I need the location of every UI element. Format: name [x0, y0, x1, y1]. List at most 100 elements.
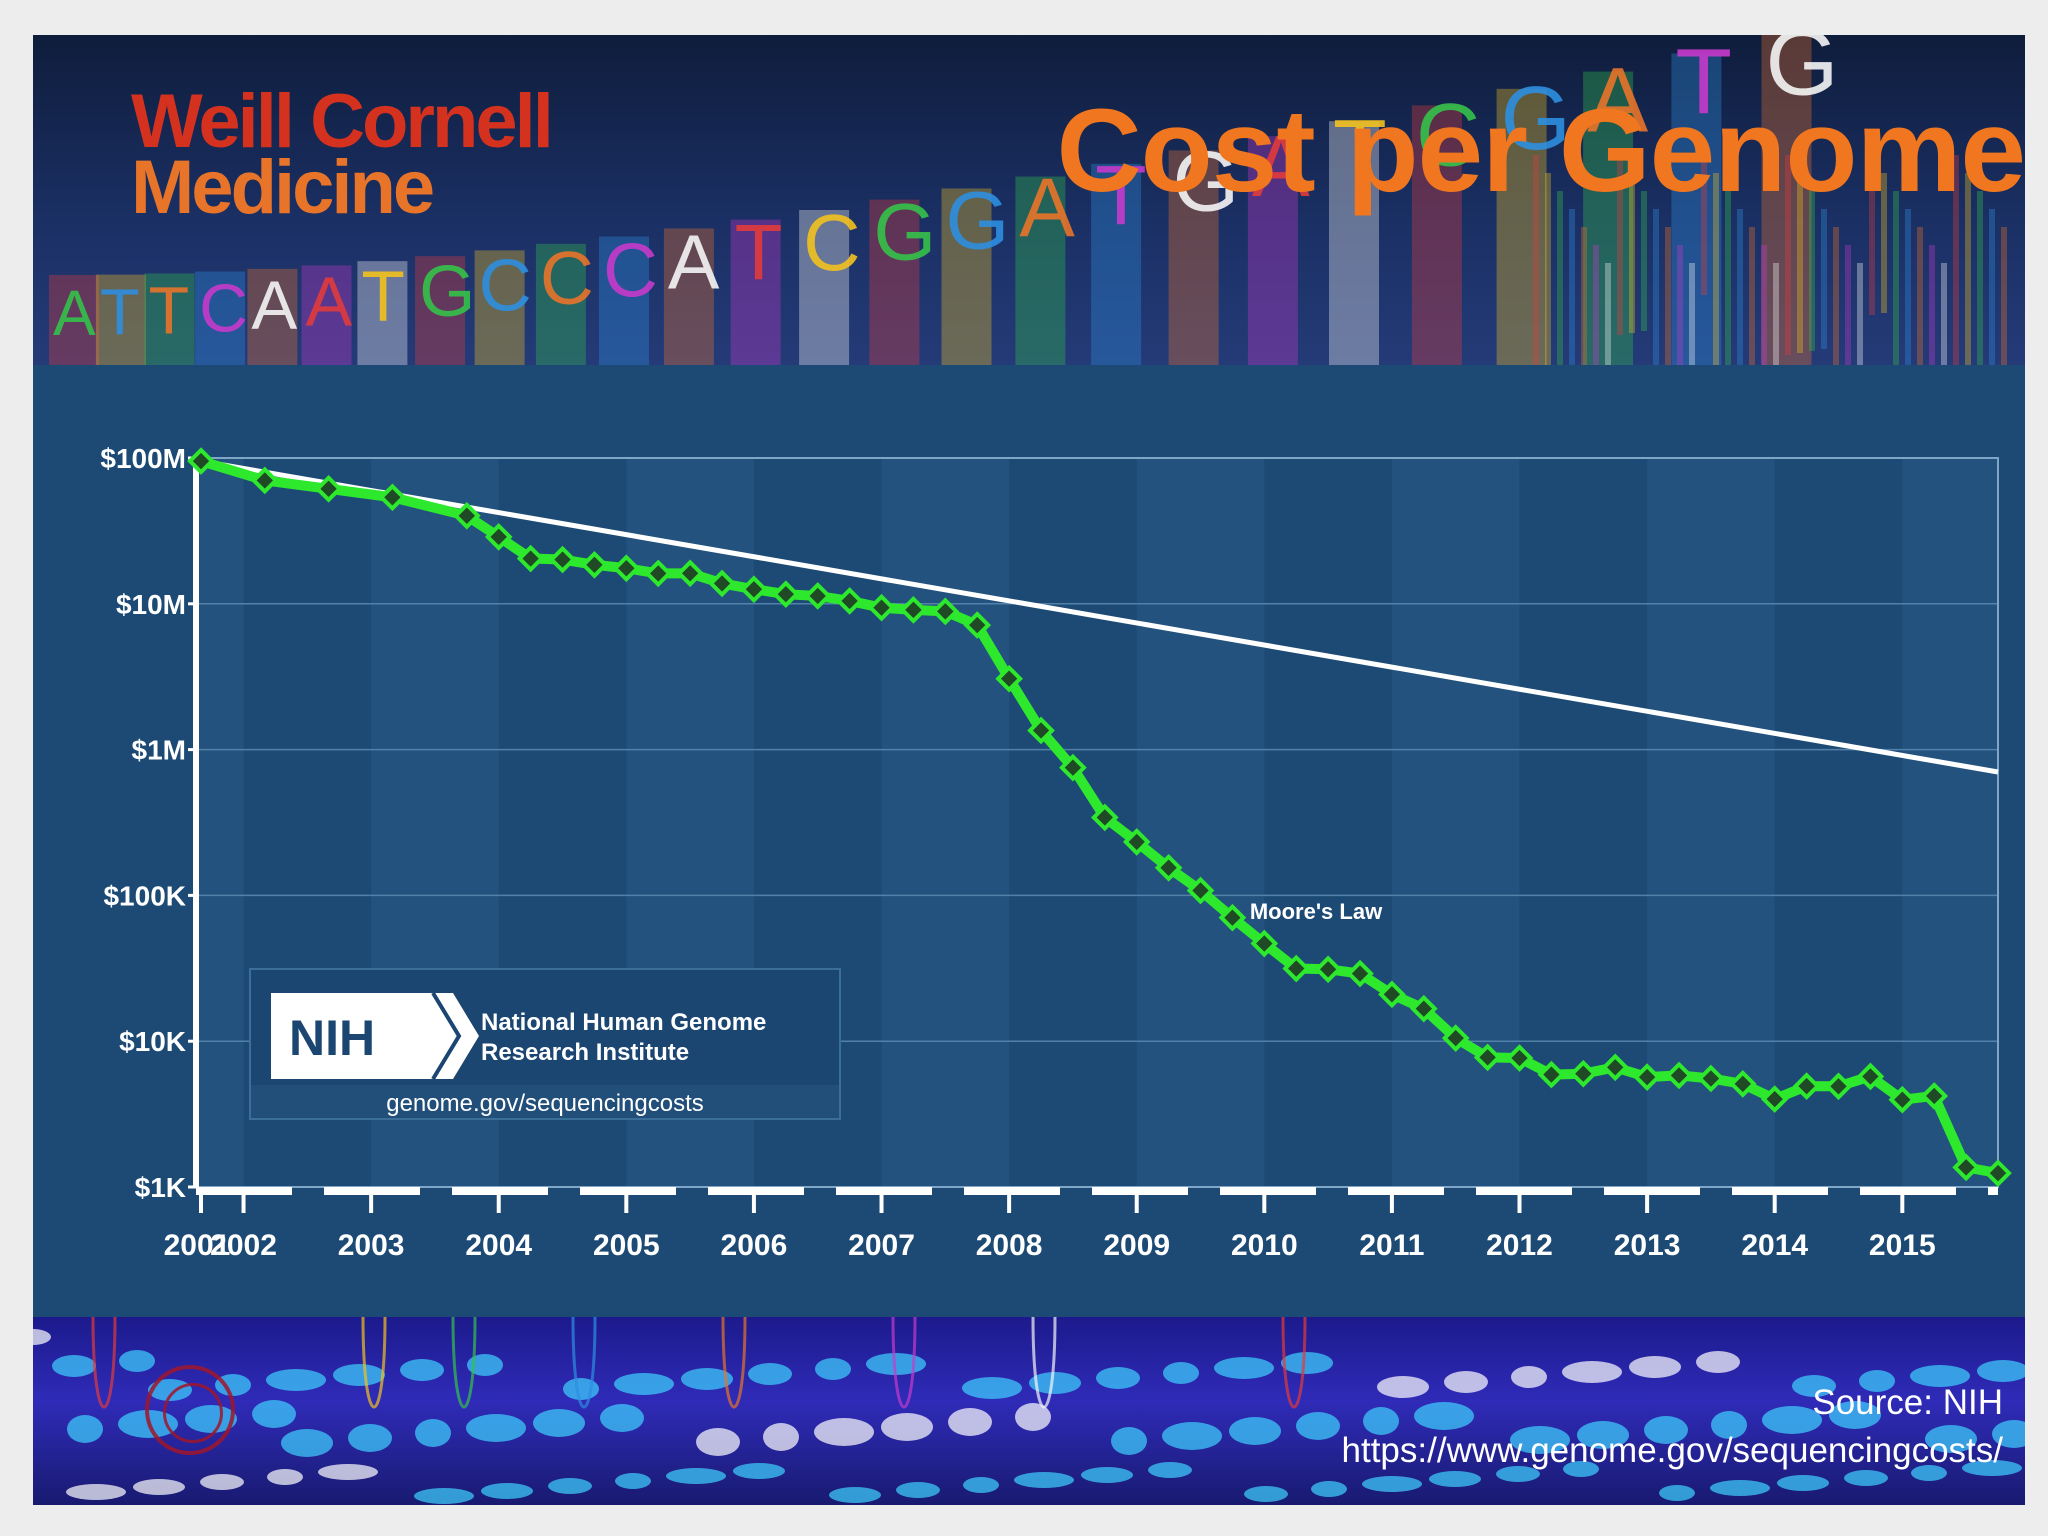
banner-letter: T [100, 276, 140, 349]
fluorescent-dot [1710, 1480, 1770, 1496]
data-point [1154, 853, 1183, 882]
x-tick-label: 2015 [1869, 1229, 1936, 1262]
banner-signal-bar [1977, 191, 1983, 365]
fluorescent-dot [1511, 1366, 1547, 1388]
data-point [1952, 1153, 1980, 1182]
banner-color-bar [941, 188, 992, 365]
fluorescent-dot [1859, 1370, 1895, 1392]
fluorescent-dot [1111, 1427, 1147, 1455]
banner-signal-bar [1821, 209, 1827, 349]
y-tick-label: $100K [103, 880, 186, 911]
data-point [1665, 1061, 1693, 1090]
fluorescent-dot [1910, 1365, 1970, 1387]
source-citation: Source: NIH https://www.genome.gov/seque… [1342, 1379, 2003, 1475]
banner-signal-bar [1929, 245, 1935, 365]
banner-signal-bar [1881, 173, 1887, 313]
data-point [708, 569, 736, 598]
banner-letter: G [1766, 35, 1839, 115]
fluorescent-dot [1229, 1417, 1281, 1445]
banner-signal-bar [1557, 191, 1563, 365]
fluorescent-dot [666, 1468, 726, 1484]
banner-letter: C [479, 243, 532, 326]
x-tick-label: 2005 [593, 1229, 660, 1262]
data-point [1409, 994, 1438, 1023]
banner-signal-bar [1869, 155, 1875, 315]
banner-letter: T [1675, 35, 1732, 133]
data-point [963, 611, 992, 639]
fluorescent-dot [119, 1350, 155, 1372]
data-point [1824, 1072, 1853, 1101]
data-point [1314, 955, 1342, 984]
data-point [378, 483, 407, 512]
banner-color-bar [415, 256, 466, 365]
fluorescent-dot [1363, 1407, 1399, 1435]
fluorescent-dot [1844, 1470, 1888, 1486]
logo-line-2: Medicine [131, 145, 435, 230]
banner-signal-bar [1809, 191, 1815, 351]
fluorescent-dot [1163, 1362, 1199, 1384]
data-point [1633, 1063, 1661, 1091]
banner-letter: A [668, 219, 720, 305]
banner-letter: A [306, 262, 353, 340]
banner-signal-bar [1761, 245, 1767, 365]
banner-signal-bar [1833, 227, 1839, 365]
data-point [995, 664, 1023, 693]
fluorescent-dot [466, 1414, 526, 1442]
fluorescent-dot [1029, 1372, 1081, 1394]
x-tick-label: 2011 [1359, 1229, 1424, 1262]
banner-color-bar [869, 199, 920, 365]
fluorescent-dot [1014, 1472, 1074, 1488]
data-point [1218, 903, 1247, 932]
fluorescent-dot [267, 1469, 303, 1485]
trace-peak [91, 1317, 117, 1409]
x-tick-label: 2014 [1741, 1229, 1808, 1262]
data-point [1250, 929, 1279, 958]
cornell-seal-icon [145, 1365, 235, 1455]
data-point [1856, 1062, 1885, 1091]
data-point [612, 554, 641, 583]
banner-color-bar [1761, 35, 1812, 365]
trace-peak [1031, 1317, 1057, 1409]
banner-color-bar [1411, 105, 1462, 365]
y-tick-label: $100M [100, 443, 186, 474]
banner-letter: T [361, 258, 404, 337]
fluorescent-dot [252, 1400, 296, 1428]
data-point [1697, 1064, 1725, 1093]
data-point [250, 466, 279, 495]
banner-signal-bar [1893, 191, 1899, 365]
x-tick-label: 2002 [210, 1229, 277, 1262]
x-tick-label: 2010 [1231, 1229, 1298, 1262]
fluorescent-dot [281, 1429, 333, 1457]
banner-letter: A [1252, 118, 1310, 215]
data-point [740, 575, 768, 604]
fluorescent-dot [1762, 1406, 1822, 1434]
moores-law-series [200, 458, 1999, 775]
fluorescent-dot [1414, 1402, 1474, 1430]
fluorescent-dot [348, 1424, 392, 1452]
banner-signal-bar [1713, 173, 1719, 365]
banner-signal-bar [1569, 209, 1575, 365]
fluorescent-dot [733, 1463, 785, 1479]
trace-peak [1281, 1317, 1307, 1409]
data-point [1473, 1043, 1502, 1072]
banner-signal-bar [1941, 263, 1947, 365]
fluorescent-dot [1629, 1356, 1681, 1378]
banner-color-bar [247, 268, 298, 365]
fluorescent-dot [1792, 1375, 1836, 1397]
fluorescent-dot [829, 1487, 881, 1503]
banner-signal-bar [1533, 155, 1539, 365]
y-tick-label: $1M [132, 735, 186, 766]
fluorescent-dot [1563, 1461, 1599, 1477]
fluorescent-dot [200, 1474, 244, 1490]
data-point [452, 501, 481, 530]
data-point [1728, 1070, 1757, 1098]
data-point [580, 550, 609, 579]
banner-signal-bar [1737, 209, 1743, 365]
fluorescent-dots-graphic [33, 1317, 2025, 1504]
banner-signal-bar [1593, 245, 1599, 365]
data-point [1537, 1060, 1566, 1089]
banner-signal-bar [1785, 155, 1791, 355]
banner-letter: C [603, 229, 658, 314]
moores-law-line [200, 458, 1999, 775]
